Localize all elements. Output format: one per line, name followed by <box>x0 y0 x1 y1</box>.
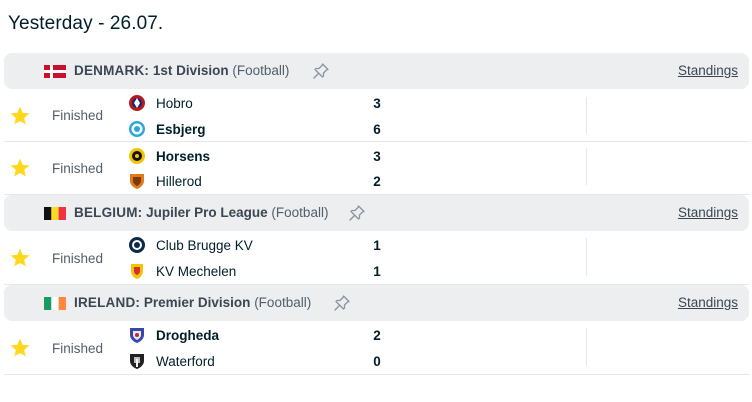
drogheda-logo-icon <box>130 328 144 343</box>
league-header-denmark[interactable]: DENMARK: 1st Division (Football) Standin… <box>4 53 749 89</box>
team-name: Hillerod <box>156 173 202 189</box>
club-brugge-logo-icon <box>129 237 145 253</box>
home-score: 3 <box>373 149 381 164</box>
denmark-flag-icon <box>44 65 66 78</box>
league-header-ireland[interactable]: IRELAND: Premier Division (Football) Sta… <box>4 285 749 321</box>
home-team[interactable]: Drogheda <box>128 324 219 346</box>
home-score: 3 <box>373 96 381 111</box>
standings-link[interactable]: Standings <box>677 295 738 310</box>
pin-icon[interactable] <box>348 204 366 222</box>
away-team[interactable]: Waterford <box>128 350 215 372</box>
league-sport: (Football) <box>232 63 290 78</box>
hobro-logo-icon <box>129 95 145 111</box>
team-name: Waterford <box>156 353 215 369</box>
league-country: IRELAND: <box>74 295 141 310</box>
team-name: KV Mechelen <box>156 263 237 279</box>
home-score: 2 <box>373 328 381 343</box>
league-name[interactable]: Jupiler Pro League <box>146 205 268 220</box>
league-sport: (Football) <box>271 205 329 220</box>
away-team[interactable]: Esbjerg <box>128 118 206 140</box>
league-name[interactable]: 1st Division <box>152 63 229 78</box>
match-row[interactable]: Finished Horsens 3 Hillerod 2 <box>4 142 749 195</box>
ireland-flag-icon <box>44 297 66 310</box>
esbjerg-logo-icon <box>129 121 145 137</box>
star-icon[interactable] <box>9 105 31 127</box>
match-row[interactable]: Finished Drogheda 2 Waterford 0 <box>4 321 749 375</box>
hillerod-logo-icon <box>130 174 144 189</box>
away-score: 1 <box>373 264 381 279</box>
pin-icon[interactable] <box>333 294 351 312</box>
standings-link[interactable]: Standings <box>677 205 738 220</box>
away-team[interactable]: Hillerod <box>128 170 202 192</box>
pin-icon[interactable] <box>312 62 330 80</box>
league-country: DENMARK: <box>74 63 150 78</box>
league-name[interactable]: Premier Division <box>143 295 251 310</box>
kv-mechelen-logo-icon <box>131 264 143 279</box>
column-divider <box>586 328 587 366</box>
day-title: Yesterday - 26.07. <box>8 13 164 34</box>
star-icon[interactable] <box>9 247 31 269</box>
match-status: Finished <box>52 161 104 176</box>
belgium-flag-icon <box>44 207 66 220</box>
column-divider <box>586 97 587 134</box>
team-name: Hobro <box>156 95 193 111</box>
horsens-logo-icon <box>129 148 145 164</box>
match-row[interactable]: Finished Hobro 3 Esbjerg 6 <box>4 89 749 142</box>
away-score: 2 <box>373 174 381 189</box>
home-team[interactable]: Hobro <box>128 92 193 114</box>
match-status: Finished <box>52 341 104 356</box>
team-name: Club Brugge KV <box>156 237 253 253</box>
star-icon[interactable] <box>9 337 31 359</box>
away-team[interactable]: KV Mechelen <box>128 260 236 282</box>
match-status: Finished <box>52 251 104 266</box>
column-divider <box>586 148 587 185</box>
home-score: 1 <box>373 238 381 253</box>
home-team[interactable]: Club Brugge KV <box>128 234 253 256</box>
league-sport: (Football) <box>254 295 312 310</box>
waterford-logo-icon <box>130 354 144 369</box>
team-name: Horsens <box>156 148 211 164</box>
away-score: 0 <box>373 354 381 369</box>
team-name: Esbjerg <box>156 121 206 137</box>
match-status: Finished <box>52 108 104 123</box>
home-team[interactable]: Horsens <box>128 145 210 167</box>
standings-link[interactable]: Standings <box>677 63 738 78</box>
column-divider <box>586 238 587 276</box>
away-score: 6 <box>373 122 381 137</box>
team-name: Drogheda <box>156 327 220 343</box>
match-row[interactable]: Finished Club Brugge KV 1 KV Mechelen 1 <box>4 231 749 285</box>
league-header-belgium[interactable]: BELGIUM: Jupiler Pro League (Football) S… <box>4 195 749 231</box>
star-icon[interactable] <box>9 157 31 179</box>
league-country: BELGIUM: <box>74 205 143 220</box>
